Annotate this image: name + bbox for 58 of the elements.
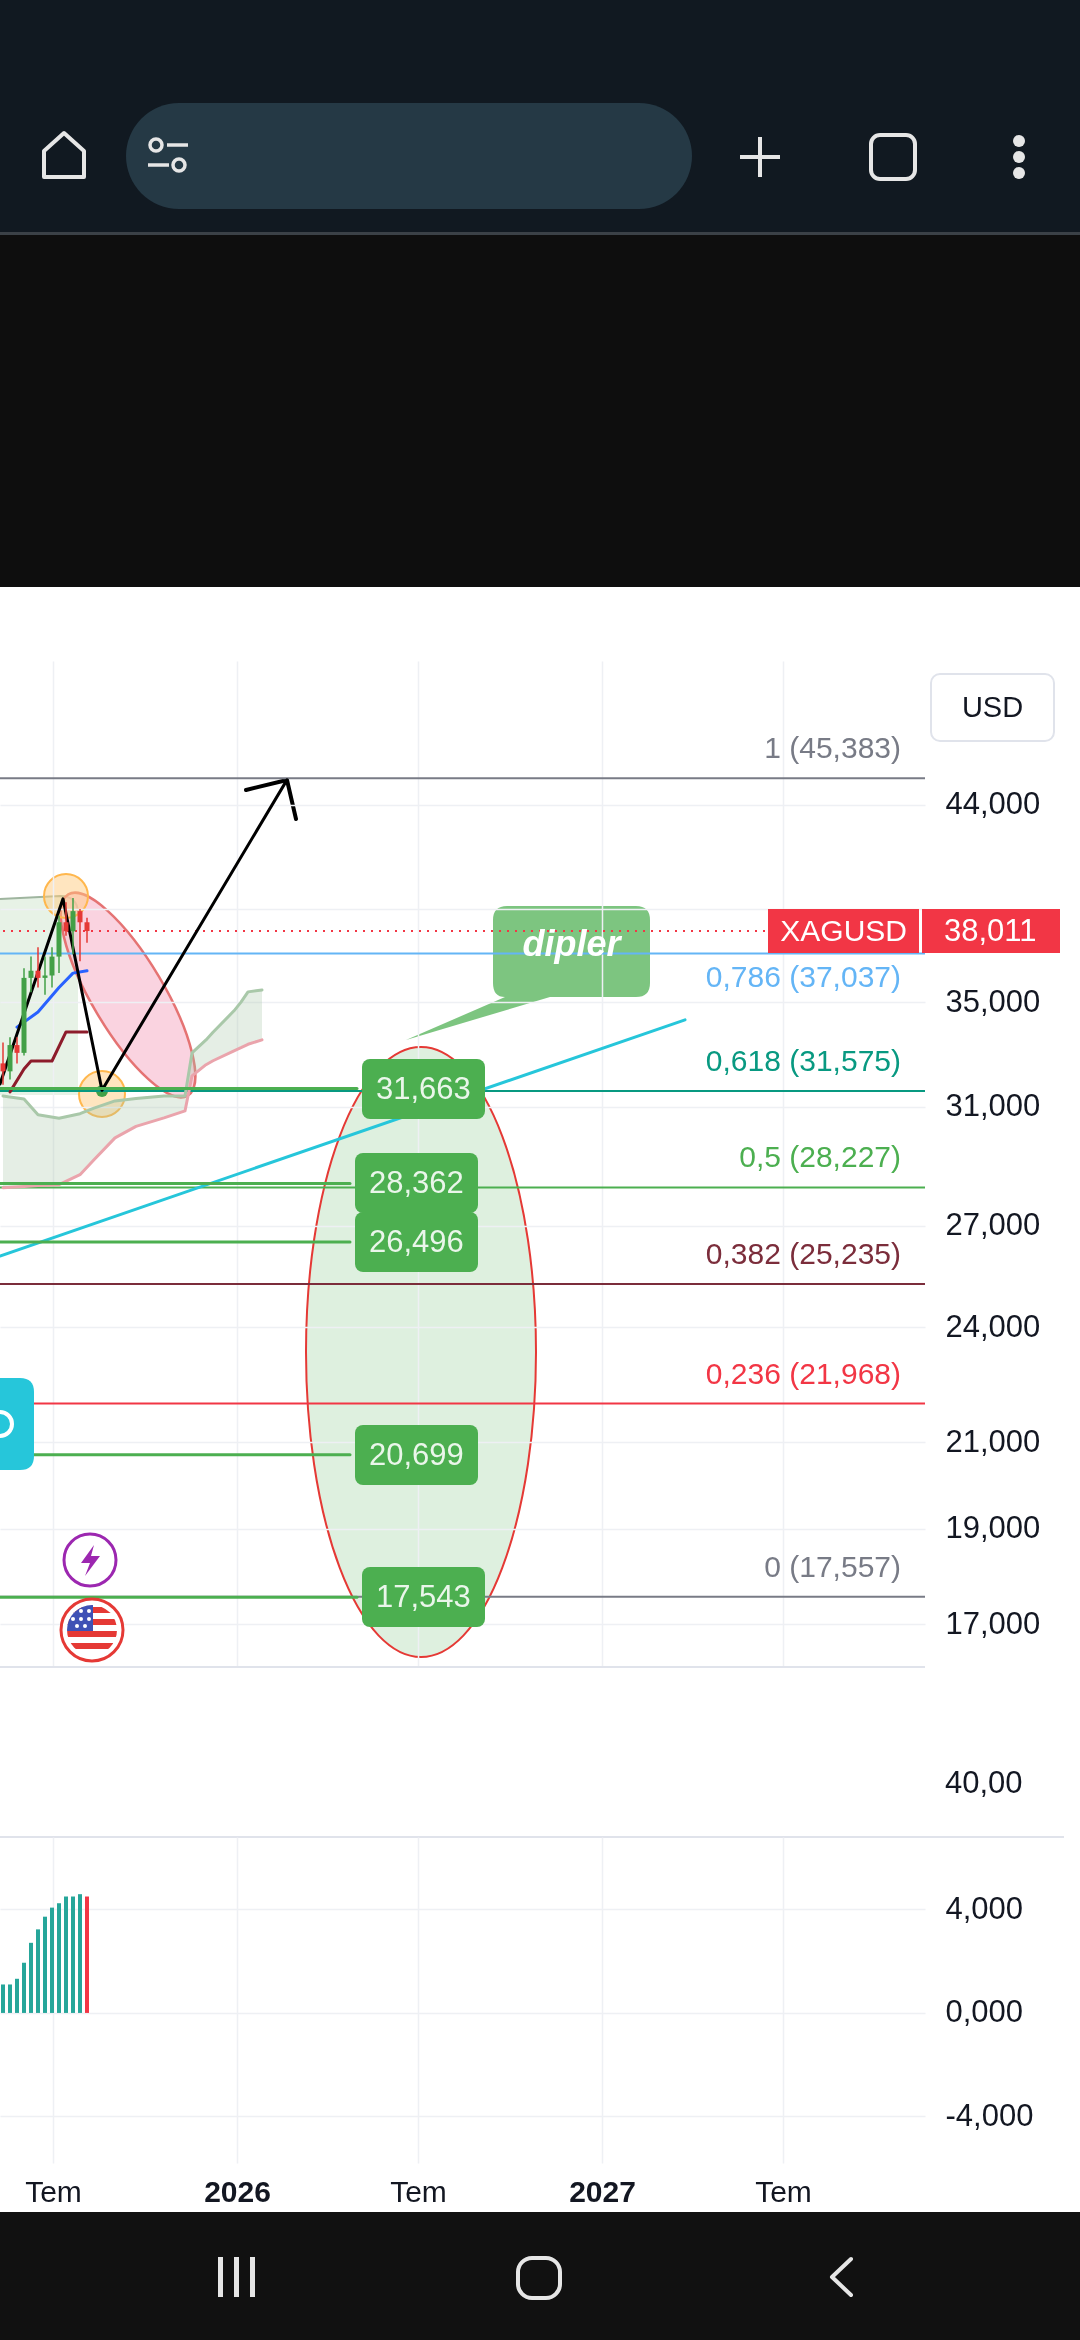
data-label: 28,362 (355, 1153, 478, 1214)
y-tick-label: 35,000 (945, 983, 1041, 1019)
bar (78, 1894, 82, 2013)
x-tick-label: 2027 (569, 2174, 636, 2208)
candlestick (77, 908, 83, 963)
ref-line-label: 1 (45,383) (764, 731, 901, 765)
ref-line-label: 0,618 (31,575) (705, 1043, 901, 1077)
text: 40,00 (945, 1764, 1023, 1801)
y-tick-label: 24,000 (945, 1308, 1041, 1344)
candlestick (84, 917, 90, 944)
y-tick-label: 27,000 (945, 1207, 1041, 1243)
ref-line-label: 0,236 (21,968) (705, 1356, 901, 1390)
y-tick-label: 31,000 (945, 1088, 1041, 1124)
y-tick-label: 17,000 (945, 1605, 1041, 1641)
bar (36, 1929, 40, 2013)
candlestick (14, 1036, 20, 1065)
y-tick-label: 0,000 (945, 1994, 1024, 2030)
line-series (8, 1030, 89, 1094)
data-label: 26,496 (355, 1212, 478, 1273)
bar (71, 1896, 75, 2013)
line-series (1, 988, 264, 1120)
x-tick-label: 2026 (204, 2174, 271, 2208)
bar (15, 1978, 19, 2013)
bar (1, 1984, 5, 2013)
bar (22, 1962, 26, 2013)
bar (50, 1907, 54, 2013)
bar (85, 1896, 89, 2013)
ref-line-label: 0,382 (25,235) (705, 1237, 901, 1271)
y-tick-label: 44,000 (945, 786, 1041, 822)
bar (29, 1942, 33, 2013)
text: 38,011 (922, 909, 1060, 954)
candlestick (0, 1041, 6, 1086)
data-label: 17,543 (362, 1567, 485, 1628)
ref-line-label: 0,786 (37,037) (705, 960, 901, 994)
x-tick-label: Tem (390, 2174, 447, 2208)
bar (8, 1984, 12, 2013)
y-tick-label: 21,000 (945, 1423, 1041, 1459)
bar (64, 1896, 68, 2013)
candlestick (28, 955, 34, 994)
x-tick-label: Tem (755, 2174, 812, 2208)
bar (43, 1916, 47, 2013)
y-tick-label: -4,000 (945, 2097, 1034, 2133)
data-label: 31,663 (362, 1058, 485, 1119)
data-label: 20,699 (355, 1424, 478, 1485)
line-series (1, 1038, 264, 1190)
candlestick (35, 946, 41, 989)
ref-line-label: XAGUSD (768, 909, 919, 954)
x-tick-label: Tem (25, 2174, 82, 2208)
candlestick (49, 946, 55, 989)
candlestick (42, 955, 48, 996)
bar (57, 1903, 61, 2013)
y-tick-label: 19,000 (945, 1510, 1041, 1546)
ref-line-label: 0,5 (28,227) (739, 1140, 901, 1174)
candlestick (63, 901, 69, 937)
ref-line-label: 0 (17,557) (764, 1549, 901, 1583)
y-tick-label: 4,000 (945, 1890, 1024, 1926)
candlestick (70, 897, 76, 956)
y-axis-title: USD (930, 673, 1055, 742)
